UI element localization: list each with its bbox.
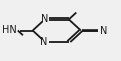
Text: HN: HN [2,25,17,35]
Text: N: N [40,37,47,47]
Text: N: N [100,25,108,36]
Text: N: N [41,14,48,24]
